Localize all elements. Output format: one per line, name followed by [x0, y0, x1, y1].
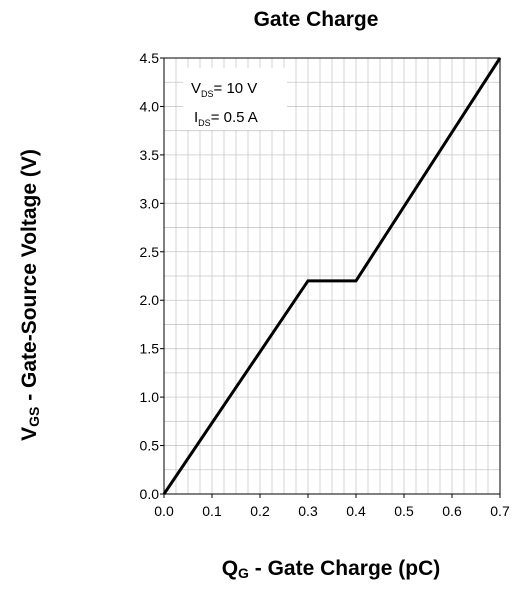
y-tick-label: 0.0 — [140, 486, 160, 502]
x-tick-label: 0.3 — [298, 503, 318, 519]
y-tick-label: 4.5 — [140, 50, 160, 66]
x-tick-label: 0.6 — [442, 503, 462, 519]
annotation-box — [183, 68, 287, 130]
series-line — [162, 57, 502, 495]
y-tick-label: 2.5 — [140, 244, 160, 260]
x-tick-label: 0.2 — [250, 503, 270, 519]
x-tick-label: 0.7 — [490, 503, 510, 519]
y-tick-label: 1.0 — [140, 389, 160, 405]
y-tick-label: 0.5 — [140, 438, 160, 454]
x-tick-label: 0.4 — [346, 503, 366, 519]
x-tick-label: 0.1 — [202, 503, 222, 519]
annotation-vds: VDS= 10 V — [191, 80, 257, 99]
x-tick-label: 0.0 — [154, 503, 174, 519]
annotation-ids: IDS= 0.5 A — [194, 109, 258, 128]
series-layer — [162, 57, 502, 495]
grid — [163, 57, 501, 495]
x-tick-label: 0.5 — [394, 503, 414, 519]
chart-title: Gate Charge — [253, 8, 379, 31]
y-tick-label: 3.5 — [140, 147, 160, 163]
plot-frame — [163, 57, 501, 495]
y-tick-label: 4.0 — [140, 98, 160, 114]
y-tick-label: 3.0 — [140, 195, 160, 211]
y-tick-label: 1.5 — [140, 341, 160, 357]
y-tick-label: 2.0 — [140, 292, 160, 308]
axis-ticks: 0.0 0.1 0.2 0.3 0.4 0.5 0.6 0.7 0.0 0.5 1.0 1.5 2.0 2… — [140, 50, 510, 519]
x-axis-label: QG - Gate Charge (pC) — [221, 557, 441, 581]
